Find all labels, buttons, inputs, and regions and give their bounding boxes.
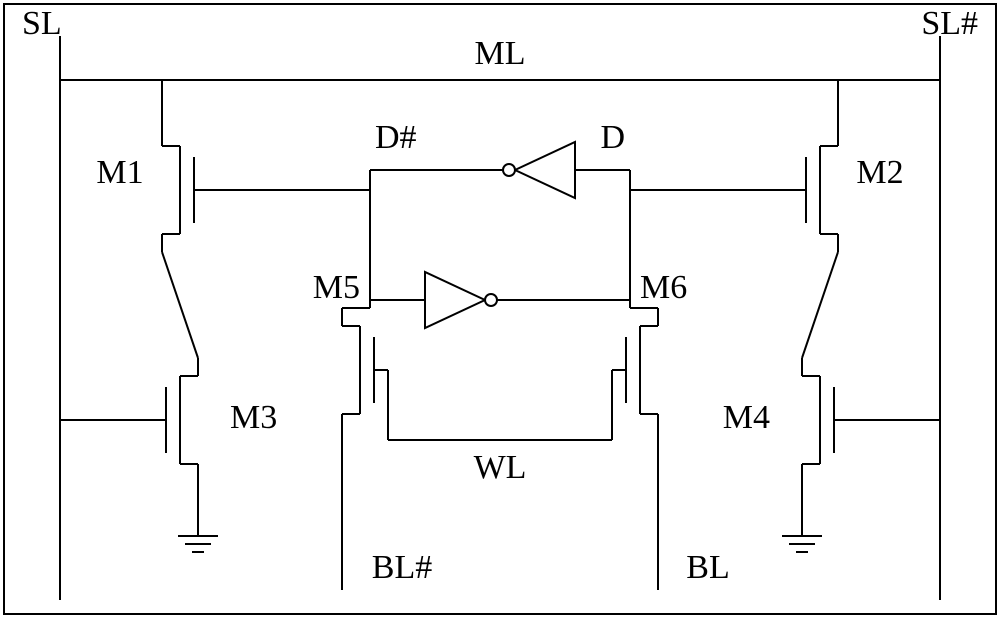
ground-left xyxy=(178,520,218,552)
ground-right xyxy=(782,520,822,552)
label-SL: SL xyxy=(22,5,62,42)
label-M5: M5 xyxy=(313,269,360,306)
label-M6: M6 xyxy=(640,269,687,306)
label-M4: M4 xyxy=(723,399,770,436)
label-ML: ML xyxy=(475,35,526,72)
transistor-M6 xyxy=(612,308,658,432)
inverter-bottom xyxy=(425,272,497,328)
label-M3: M3 xyxy=(230,399,277,436)
transistor-M1 xyxy=(162,128,208,252)
frame xyxy=(4,4,996,614)
label-Dhash: D# xyxy=(375,119,417,156)
label-WL: WL xyxy=(474,449,527,486)
label-BL: BL xyxy=(686,549,729,586)
label-D: D xyxy=(600,119,625,156)
transistor-M2 xyxy=(792,128,838,252)
transistor-M5 xyxy=(342,308,388,432)
transistor-M4 xyxy=(802,358,848,482)
label-M2: M2 xyxy=(856,154,903,191)
label-M1: M1 xyxy=(96,154,143,191)
circuit-schematic: SL SL# ML M1 M2 M3 M4 D# D WL BL# BL M5 M6 xyxy=(0,0,1000,618)
inverter-top xyxy=(503,142,575,198)
label-BLhash: BL# xyxy=(372,549,432,586)
transistor-M3 xyxy=(152,358,198,482)
label-SLhash: SL# xyxy=(921,5,978,42)
